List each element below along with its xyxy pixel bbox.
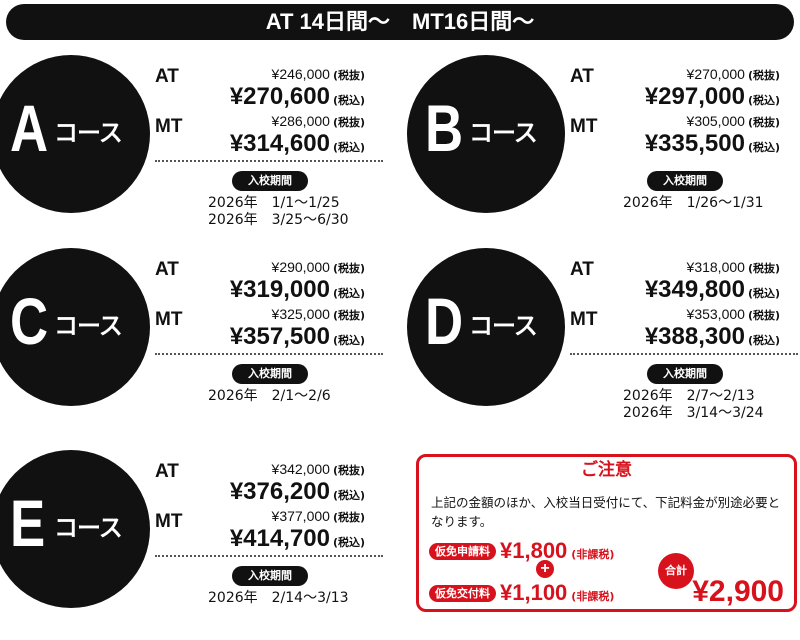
divider <box>155 353 383 355</box>
period-badge: 入校期間 <box>232 171 308 191</box>
course-letter: C <box>10 284 49 358</box>
fee-row-issuance: 仮免交付料 ¥1,100 (非課税) <box>429 582 614 604</box>
mt-label: MT <box>570 309 598 330</box>
divider <box>570 353 798 355</box>
mt-label: MT <box>155 309 183 330</box>
mt-price-incl: ¥314,600 (税込) <box>229 130 365 157</box>
total-amount: ¥2,900 <box>692 575 784 608</box>
course-suffix: コース <box>469 312 538 340</box>
mt-price-excl: ¥286,000 (税抜) <box>271 113 365 129</box>
at-label: AT <box>155 259 179 280</box>
course-suffix: コース <box>54 514 123 542</box>
enroll-date: 2026年 2/7～2/13 <box>623 388 755 404</box>
course-e: E コース AT ¥342,000(税抜) ¥376,200(税抜)(税込) M… <box>0 450 400 640</box>
enroll-date: 2026年 2/1～2/6 <box>208 388 331 404</box>
fee-note: (非課税) <box>571 547 615 561</box>
mt-price-incl: ¥414,700 (税込) <box>229 525 365 552</box>
mt-price-incl: ¥335,500 (税込) <box>644 130 780 157</box>
at-price-incl: ¥319,000(税抜)(税込) <box>229 276 365 303</box>
mt-price-excl: ¥305,000 (税抜) <box>686 113 780 129</box>
mt-price-excl: ¥325,000 (税抜) <box>271 306 365 322</box>
fee-row-application: 仮免申請料 ¥1,800 (非課税) <box>429 540 614 562</box>
at-price-incl: ¥376,200(税抜)(税込) <box>229 478 365 505</box>
at-price-excl: ¥290,000 (税抜) <box>271 259 365 275</box>
mt-price-incl: ¥388,300 (税込) <box>644 323 780 350</box>
course-c: C コース AT ¥290,000(税抜) ¥319,000(税抜)(税込) M… <box>0 248 400 438</box>
at-price-incl: ¥270,600(税抜)(税込) <box>229 83 365 110</box>
notice-box: ご注意 上記の金額のほか、入校当日受付にて、下記料金が別途必要となります。 仮免… <box>416 454 797 612</box>
divider <box>155 555 383 557</box>
mt-label: MT <box>570 116 598 137</box>
period-badge: 入校期間 <box>647 171 723 191</box>
at-label: AT <box>155 461 179 482</box>
at-price-incl: ¥297,000(税抜)(税込) <box>644 83 780 110</box>
fee-note: (非課税) <box>571 589 615 603</box>
at-label: AT <box>570 66 594 87</box>
plus-icon: + <box>536 560 554 578</box>
course-circle: C コース <box>0 248 150 406</box>
enroll-date: 2026年 1/1～1/25 <box>208 195 340 211</box>
course-suffix: コース <box>469 119 538 147</box>
duration-header: AT 14日間～ MT16日間～ <box>6 4 794 40</box>
fee-amount: ¥1,800 <box>500 538 568 563</box>
at-price-excl: ¥270,000 (税抜) <box>686 66 780 82</box>
course-suffix: コース <box>54 312 123 340</box>
divider <box>155 160 383 162</box>
course-a: A コース AT ¥246,000(税抜) ¥270,600(税抜)(税込) M… <box>0 55 400 245</box>
at-price-excl: ¥246,000 (税抜) <box>271 66 365 82</box>
period-badge: 入校期間 <box>647 364 723 384</box>
enroll-date: 2026年 3/14～3/24 <box>623 405 764 421</box>
mt-price-excl: ¥377,000 (税抜) <box>271 508 365 524</box>
total-badge: 合計 <box>658 553 694 589</box>
course-suffix: コース <box>54 119 123 147</box>
course-b: B コース AT ¥270,000(税抜) ¥297,000(税抜)(税込) M… <box>407 55 800 245</box>
course-d: D コース AT ¥318,000(税抜) ¥349,800(税抜)(税込) M… <box>407 248 800 438</box>
notice-text: 上記の金額のほか、入校当日受付にて、下記料金が別途必要となります。 <box>431 495 781 529</box>
enroll-date: 2026年 3/25～6/30 <box>208 212 349 228</box>
fee-label: 仮免申請料 <box>429 542 496 560</box>
at-price-incl: ¥349,800(税抜)(税込) <box>644 276 780 303</box>
at-label: AT <box>570 259 594 280</box>
notice-title: ご注意 <box>581 460 632 480</box>
period-badge: 入校期間 <box>232 364 308 384</box>
at-price-excl: ¥342,000 (税抜) <box>271 461 365 477</box>
at-price-excl: ¥318,000 (税抜) <box>686 259 780 275</box>
mt-label: MT <box>155 116 183 137</box>
course-circle: B コース <box>407 55 565 213</box>
enroll-date: 2026年 1/26～1/31 <box>623 195 764 211</box>
mt-price-excl: ¥353,000 (税抜) <box>686 306 780 322</box>
course-circle: A コース <box>0 55 150 213</box>
course-circle: D コース <box>407 248 565 406</box>
course-circle: E コース <box>0 450 150 608</box>
mt-label: MT <box>155 511 183 532</box>
course-letter: E <box>10 486 46 560</box>
course-letter: B <box>425 91 464 165</box>
fee-label: 仮免交付料 <box>429 584 496 602</box>
period-badge: 入校期間 <box>232 566 308 586</box>
enroll-date: 2026年 2/14～3/13 <box>208 590 349 606</box>
at-label: AT <box>155 66 179 87</box>
course-letter: D <box>425 284 464 358</box>
mt-price-incl: ¥357,500 (税込) <box>229 323 365 350</box>
course-letter: A <box>10 91 49 165</box>
fee-amount: ¥1,100 <box>500 580 568 605</box>
